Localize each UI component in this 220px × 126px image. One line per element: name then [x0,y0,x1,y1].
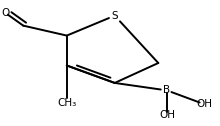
Text: O: O [2,8,10,18]
Text: OH: OH [159,110,175,120]
Text: OH: OH [196,99,212,109]
Text: B: B [163,85,170,95]
Text: CH₃: CH₃ [57,98,76,108]
Text: S: S [111,11,118,21]
